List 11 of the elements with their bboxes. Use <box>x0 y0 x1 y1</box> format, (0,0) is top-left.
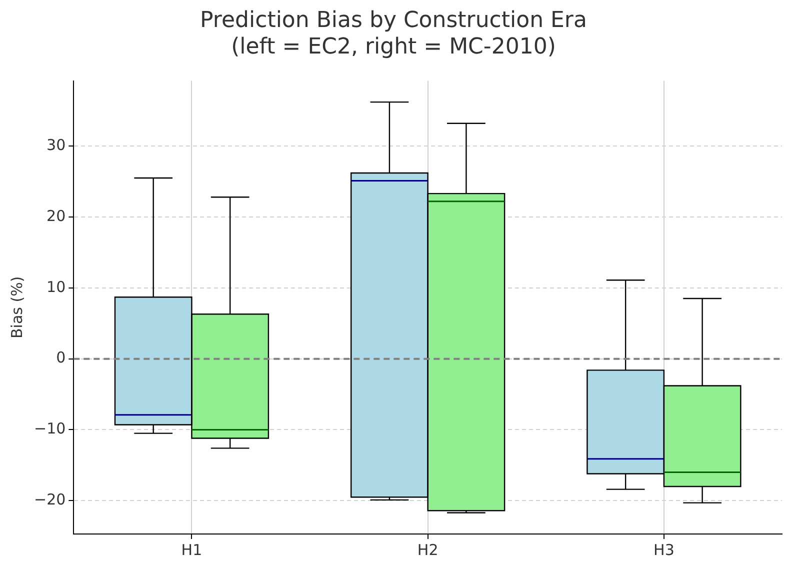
y-tick-label: 30 <box>46 136 66 154</box>
y-tick-label: 10 <box>46 278 66 296</box>
y-tick-label: −20 <box>34 490 66 509</box>
x-tick-label: H3 <box>654 540 674 559</box>
x-tick-label: H2 <box>417 540 438 559</box>
y-tick-label: 0 <box>56 348 66 367</box>
chart-title: Prediction Bias by Construction Era (left = EC2, right = MC-2010) <box>200 8 587 60</box>
y-tick-label: −10 <box>34 420 66 438</box>
y-tick-label: 20 <box>46 206 66 225</box>
x-tick-label: H1 <box>181 540 202 559</box>
y-axis-title: Bias (%) <box>8 276 26 338</box>
